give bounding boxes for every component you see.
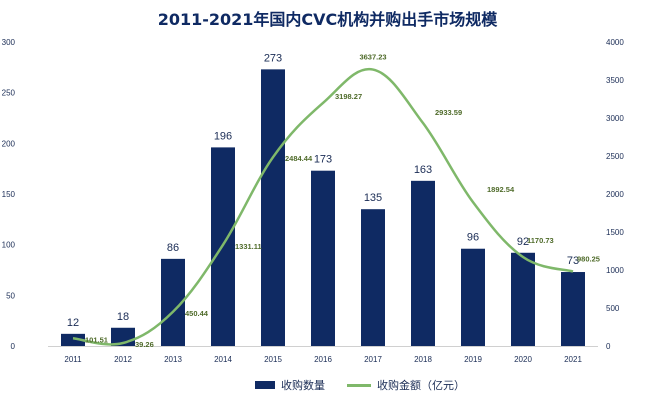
x-tick-label: 2014 — [214, 355, 232, 364]
line-value-label: 101.51 — [85, 335, 108, 344]
y-right-tick-label: 3500 — [606, 76, 624, 85]
y-left-tick-label: 250 — [2, 89, 16, 98]
bar-value-label: 173 — [314, 154, 332, 166]
line-value-label: 39.26 — [135, 340, 154, 349]
bar — [511, 252, 535, 346]
line-value-label: 980.25 — [577, 255, 600, 264]
bar-value-label: 92 — [517, 236, 529, 248]
y-right-tick-label: 0 — [606, 342, 611, 351]
line-value-label: 1892.54 — [487, 185, 515, 194]
y-left-tick-label: 200 — [2, 139, 16, 148]
line-value-label: 1170.73 — [527, 236, 554, 245]
y-right-tick-label: 500 — [606, 304, 620, 313]
bar-value-label: 135 — [364, 192, 382, 204]
chart-title: 2011-2021年国内CVC机构并购出手市场规模 — [157, 10, 498, 29]
x-tick-label: 2018 — [414, 355, 432, 364]
bar — [361, 209, 385, 346]
y-left-tick-label: 50 — [6, 291, 15, 300]
bar-value-label: 12 — [67, 317, 79, 329]
x-tick-label: 2016 — [314, 355, 332, 364]
bar-value-label: 163 — [414, 164, 432, 176]
y-right-tick-label: 4000 — [606, 38, 624, 47]
legend-swatch-line — [347, 383, 371, 387]
bar-value-label: 86 — [167, 242, 179, 254]
legend-swatch-bar — [255, 381, 275, 389]
bar — [311, 170, 335, 346]
line-value-label: 450.44 — [185, 309, 209, 318]
bar-value-label: 273 — [264, 52, 282, 64]
line-value-label: 2484.44 — [285, 154, 313, 163]
bar-value-label: 73 — [567, 255, 579, 267]
bar — [411, 180, 435, 346]
y-left-tick-label: 300 — [2, 38, 16, 47]
x-tick-label: 2017 — [364, 355, 382, 364]
legend-label-amount: 收购金额（亿元） — [377, 379, 465, 392]
legend: 收购数量 收购金额（亿元） — [0, 377, 655, 395]
x-tick-label: 2011 — [64, 355, 82, 364]
bar-value-label: 196 — [214, 130, 232, 142]
x-tick-label: 2021 — [564, 355, 582, 364]
line-value-label: 3198.27 — [335, 92, 362, 101]
y-left-tick-label: 0 — [11, 342, 16, 351]
x-tick-label: 2013 — [164, 355, 182, 364]
x-tick-label: 2019 — [464, 355, 482, 364]
bar-value-label: 18 — [117, 311, 129, 323]
y-right-tick-label: 1000 — [606, 266, 624, 275]
legend-item-count: 收购数量 — [255, 377, 325, 393]
bar — [561, 272, 585, 346]
y-left-tick-label: 150 — [2, 190, 16, 199]
line-value-label: 2933.59 — [435, 108, 462, 117]
y-right-tick-label: 2000 — [606, 190, 624, 199]
y-right-tick-label: 3000 — [606, 114, 624, 123]
line-value-label: 3637.23 — [359, 53, 386, 62]
x-tick-label: 2020 — [514, 355, 532, 364]
line-value-label: 1331.11 — [235, 242, 262, 251]
legend-label-count: 收购数量 — [281, 379, 325, 392]
bar — [261, 69, 285, 347]
bar — [461, 248, 485, 346]
legend-item-amount: 收购金额（亿元） — [347, 377, 465, 393]
x-tick-label: 2015 — [264, 355, 282, 364]
y-right-tick-label: 1500 — [606, 228, 624, 237]
amount-line — [72, 67, 574, 346]
x-tick-label: 2012 — [114, 355, 132, 364]
bar — [61, 333, 85, 346]
y-left-tick-label: 100 — [2, 241, 16, 250]
y-right-tick-label: 2500 — [606, 152, 624, 161]
bar-value-label: 96 — [467, 232, 479, 244]
